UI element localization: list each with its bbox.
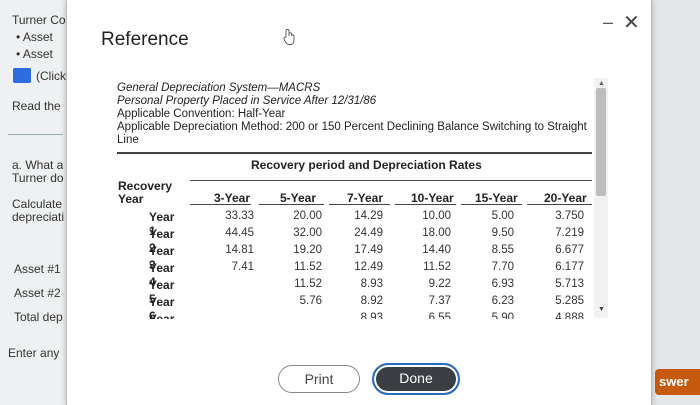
row-header: Year (118, 192, 144, 206)
table-cell: 7.70 (491, 261, 514, 273)
table-cell: 4.888 (555, 312, 584, 319)
row-label: Year 2 (149, 227, 175, 255)
done-button[interactable]: Done (372, 363, 460, 395)
column-header: 3-Year (214, 191, 251, 205)
background-text: Calculate (12, 197, 63, 211)
reference-content: General Depreciation System—MACRS Person… (117, 82, 657, 319)
cursor-icon (283, 29, 295, 45)
background-text: Turner do (12, 171, 64, 185)
table-cell: 11.52 (294, 278, 322, 290)
table-cell: 11.52 (423, 261, 451, 273)
table-cell: 6.55 (428, 312, 451, 319)
table-cell: 12.49 (354, 261, 383, 273)
divider (8, 134, 63, 135)
background-text: Total dep (14, 310, 63, 324)
scroll-down-icon[interactable]: ▼ (598, 306, 605, 313)
divider (259, 204, 324, 205)
row-label: Year 1 (149, 210, 175, 238)
table-cell: 24.49 (354, 227, 383, 239)
scroll-thumb[interactable] (596, 88, 606, 196)
close-icon[interactable]: ✕ (623, 12, 640, 34)
reference-dialog: Reference – ✕ General Depreciation Syste… (66, 0, 652, 405)
table-cell: 14.29 (354, 210, 383, 222)
table-cell: 17.49 (354, 244, 383, 256)
table-cell: 5.285 (555, 295, 584, 307)
table-cell: 7.37 (428, 295, 451, 307)
system-title: General Depreciation System—MACRS (117, 82, 321, 94)
table-cell: 8.93 (360, 278, 383, 290)
table-heading: Recovery period and Depreciation Rates (251, 158, 482, 172)
property-line: Personal Property Placed in Service Afte… (117, 95, 377, 107)
row-header: Recovery (118, 179, 173, 193)
table-cell: 14.81 (225, 244, 254, 256)
column-header: 15-Year (475, 191, 518, 205)
table-cell: 18.00 (422, 227, 451, 239)
table-cell: 5.00 (491, 210, 514, 222)
table-cell: 33.33 (225, 210, 254, 222)
divider (117, 152, 592, 154)
divider (527, 204, 592, 205)
row-label: Year 5 (149, 278, 175, 306)
column-header: 10-Year (411, 191, 454, 205)
divider (329, 204, 390, 205)
table-cell: 6.23 (491, 295, 514, 307)
row-label: Year 3 (149, 244, 175, 272)
table-cell: 14.40 (422, 244, 451, 256)
table-cell: 11.52 (294, 261, 322, 273)
divider (461, 204, 522, 205)
table-cell: 9.50 (491, 227, 514, 239)
background-text: Enter any (8, 346, 60, 360)
row-label: Year 4 (149, 261, 175, 289)
table-cell: 7.41 (231, 261, 254, 273)
table-cell: 10.00 (422, 210, 451, 222)
table-cell: 5.76 (299, 295, 322, 307)
table-cell: 6.677 (555, 244, 584, 256)
table-cell: 6.93 (491, 278, 514, 290)
row-label: Year 7 (149, 312, 175, 319)
divider (190, 204, 251, 205)
table-cell: 8.93 (360, 312, 383, 319)
background-right-strip (652, 0, 700, 405)
minimize-icon[interactable]: – (603, 12, 614, 32)
table-cell: 32.00 (293, 227, 322, 239)
background-text: • Asset (16, 47, 53, 61)
background-text: Asset #2 (14, 286, 61, 300)
background-text: Read the (12, 99, 61, 113)
table-cell: 8.55 (491, 244, 514, 256)
table-cell: 7.219 (555, 227, 584, 239)
convention-line: Applicable Convention: Half-Year (117, 108, 286, 120)
background-text: • Asset (16, 30, 53, 44)
background-text: depreciati (12, 210, 65, 224)
background-text: a. What a (12, 158, 64, 172)
method-line: Applicable Depreciation Method: 200 or 1… (117, 121, 587, 146)
row-label: Year 6 (149, 295, 175, 319)
table-cell: 19.20 (293, 244, 322, 256)
book-icon (13, 68, 31, 83)
divider (395, 204, 456, 205)
table-cell: 20.00 (293, 210, 322, 222)
table-cell: 5.90 (491, 312, 514, 319)
background-text: (Click (36, 69, 66, 83)
dialog-title: Reference (101, 29, 189, 50)
table-cell: 3.750 (555, 210, 584, 222)
table-cell: 44.45 (225, 227, 254, 239)
table-cell: 6.177 (555, 261, 584, 273)
column-header: 20-Year (544, 191, 587, 205)
print-button[interactable]: Print (278, 365, 360, 393)
background-text: Asset #1 (14, 262, 61, 276)
answer-button[interactable]: swer (655, 369, 700, 395)
column-header: 7-Year (347, 191, 384, 205)
background-text: Turner Co (12, 13, 66, 27)
table-cell: 9.22 (428, 278, 451, 290)
scroll-up-icon[interactable]: ▲ (598, 80, 605, 87)
table-cell: 8.92 (360, 295, 383, 307)
table-cell: 5.713 (555, 278, 584, 290)
divider (190, 180, 592, 181)
column-header: 5-Year (280, 191, 317, 205)
